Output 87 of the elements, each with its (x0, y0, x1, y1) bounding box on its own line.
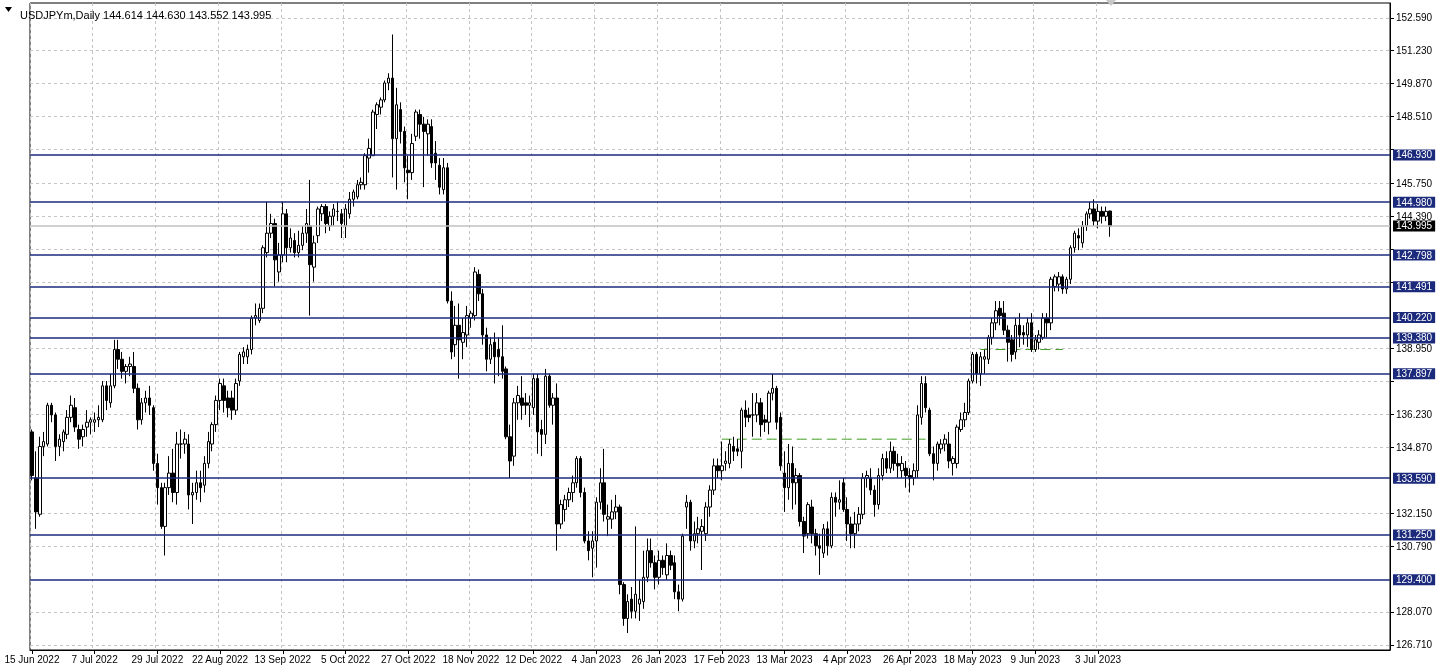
ref-line-label: 144.980 (1396, 196, 1433, 208)
candlestick (222, 378, 226, 414)
y-tick-label: 132.150 (1396, 507, 1433, 519)
candlestick (336, 201, 339, 222)
y-tick-label: 138.950 (1396, 342, 1433, 354)
candlestick (657, 550, 661, 586)
candlestick (555, 382, 559, 552)
candlestick (1081, 220, 1084, 249)
candlestick (975, 351, 978, 384)
candlestick (665, 542, 669, 581)
candlestick (1057, 271, 1061, 292)
ref-line-label: 129.400 (1396, 574, 1433, 586)
candlestick (324, 203, 328, 234)
y-tick-label: 152.590 (1396, 12, 1433, 24)
x-tick-label: 26 Jan 2023 (631, 653, 688, 665)
ref-line-label: 141.491 (1396, 281, 1433, 293)
y-tick-label: 149.870 (1396, 78, 1433, 90)
candlestick (308, 179, 312, 317)
x-tick-label: 17 Feb 2023 (693, 653, 751, 665)
candlestick (904, 460, 908, 489)
candlestick (175, 431, 179, 506)
candlestick (979, 351, 982, 387)
y-tick-label: 128.070 (1396, 606, 1433, 618)
candlestick (1100, 206, 1104, 225)
x-tick-label: 3 Jul 2023 (1074, 653, 1122, 665)
candlestick (689, 499, 692, 552)
x-tick-label: 7 Jul 2022 (71, 653, 119, 665)
candlestick (148, 385, 151, 416)
candlestick (293, 232, 296, 258)
candlestick (720, 441, 724, 481)
candlestick (438, 157, 441, 195)
candlestick (751, 392, 755, 438)
ref-line-label: 143.995 (1396, 220, 1433, 232)
candlestick (853, 511, 857, 549)
ref-line-label: 139.380 (1396, 332, 1433, 344)
x-tick-label: 26 Apr 2023 (882, 653, 938, 665)
candlestick (493, 332, 496, 384)
candlestick (791, 445, 794, 510)
candlestick (273, 218, 277, 288)
ref-line-label: 140.220 (1396, 312, 1433, 324)
y-tick-label: 144.390 (1396, 210, 1433, 222)
candlestick (1014, 317, 1017, 360)
ref-line-label: 131.250 (1396, 529, 1433, 541)
y-tick-label: 145.750 (1396, 178, 1433, 190)
candlestick (1092, 198, 1096, 227)
candlestick (889, 441, 892, 474)
candlestick (1108, 210, 1112, 238)
ref-line-label: 133.590 (1396, 472, 1433, 484)
x-tick-label: 13 Sep 2022 (254, 653, 312, 665)
candlestick (1096, 203, 1100, 229)
candlestick (728, 438, 731, 469)
candlestick (610, 499, 614, 530)
y-tick-label: 134.870 (1396, 441, 1433, 453)
ref-line-label: 137.897 (1396, 368, 1433, 380)
text: USDJPYm,Daily 144.614 144.630 143.552 143.995 (20, 8, 272, 21)
y-tick-label: 130.790 (1396, 540, 1433, 552)
x-tick-label: 5 Oct 2022 (321, 653, 371, 665)
x-tick-label: 18 May 2023 (943, 653, 1002, 665)
candlestick (634, 525, 637, 619)
x-tick-label: 4 Jan 2023 (571, 653, 622, 665)
x-tick-label: 12 Dec 2022 (505, 653, 563, 665)
candlestick (340, 208, 343, 239)
x-tick-label: 29 Jul 2022 (131, 653, 184, 665)
candlestick (414, 109, 418, 142)
x-tick-label: 22 Aug 2022 (192, 653, 249, 665)
candlestick (1030, 312, 1033, 353)
x-tick-label: 9 Jun 2023 (1010, 653, 1061, 665)
x-tick-label: 13 Mar 2023 (756, 653, 813, 665)
y-tick-label: 148.510 (1396, 111, 1433, 123)
x-tick-label: 15 Jun 2022 (4, 653, 60, 665)
candlestick (297, 230, 300, 258)
ref-line-label: 146.930 (1396, 149, 1433, 161)
y-tick-label: 126.710 (1396, 639, 1433, 651)
ref-line-label: 142.798 (1396, 249, 1433, 261)
candlestick (457, 302, 461, 380)
candlestick (536, 373, 539, 455)
y-tick-label: 136.230 (1396, 408, 1433, 420)
candlestick (332, 203, 335, 227)
candlestick (101, 380, 104, 423)
x-tick-label: 18 Nov 2022 (442, 653, 500, 665)
candlestick (254, 302, 257, 326)
y-tick-label: 151.230 (1396, 45, 1433, 57)
x-tick-label: 4 Apr 2023 (822, 653, 872, 665)
x-tick-label: 27 Oct 2022 (380, 653, 436, 665)
candlestick (1026, 317, 1029, 348)
candlestick (759, 397, 763, 438)
candlestick (520, 375, 524, 421)
